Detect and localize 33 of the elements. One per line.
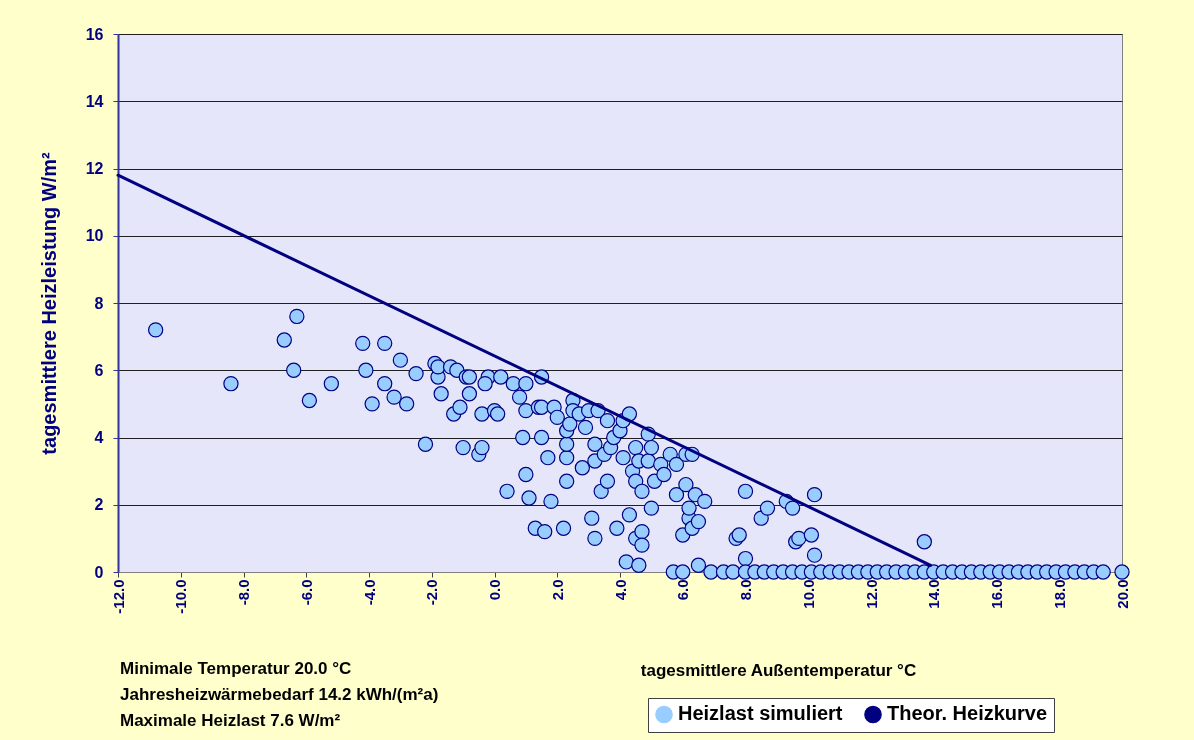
legend-label: Theor. Heizkurve	[887, 702, 1048, 725]
x-tick-label: -6.0	[297, 579, 315, 606]
x-tick-label: 10.0	[799, 579, 817, 609]
x-tick-label: 20.0	[1113, 579, 1131, 609]
text: Maximale Heizlast 7.6 W/m²	[120, 710, 342, 732]
y-tick-label: 14	[85, 92, 104, 110]
y-tick-label: 12	[85, 160, 104, 177]
legend-label: Heizlast simuliert	[678, 702, 843, 725]
y-tick-label: 16	[85, 25, 104, 43]
x-tick-label: 4.0	[611, 579, 629, 601]
x-tick-label: -8.0	[235, 579, 252, 606]
x-tick-label: 8.0	[737, 579, 754, 601]
x-tick-label: -2.0	[423, 579, 441, 606]
x-tick-label: 6.0	[674, 579, 692, 601]
y-tick-label: 2	[94, 496, 104, 514]
y-tick-label: 8	[94, 294, 104, 312]
y-tick-label: 10	[85, 227, 104, 245]
x-tick-label: -12.0	[109, 579, 127, 614]
y-tick-label: 4	[94, 429, 104, 446]
x-tick-label: 16.0	[988, 579, 1005, 609]
x-tick-label: -10.0	[172, 579, 190, 614]
y-tick-label: 0	[94, 563, 104, 581]
y-axis-title: tagesmittlere Heizleistung W/m²	[37, 152, 60, 455]
y-tick-label: 6	[94, 361, 104, 379]
text: Minimale Temperatur 20.0 °C	[120, 658, 353, 680]
x-tick-label: 14.0	[925, 579, 943, 609]
text: Jahresheizwärmebedarf 14.2 kWh/(m²a)	[120, 684, 439, 706]
x-tick-label: -4.0	[360, 579, 378, 606]
x-axis-title: tagesmittlere Außentemperatur °C	[640, 660, 917, 680]
x-tick-label: 0.0	[486, 579, 503, 601]
x-tick-label: 12.0	[862, 579, 880, 609]
x-tick-label: 2.0	[548, 579, 566, 601]
x-tick-label: 18.0	[1050, 579, 1068, 609]
